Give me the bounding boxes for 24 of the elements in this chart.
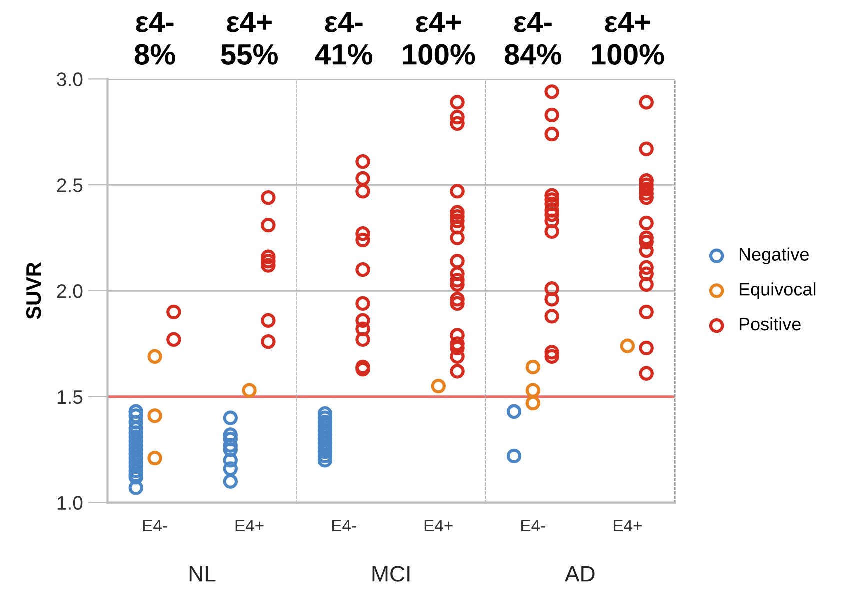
y-tick-label: 2.5 <box>57 178 83 192</box>
legend-label: Positive <box>740 317 801 331</box>
text: ε4- 8% <box>134 12 176 65</box>
y-tick-label: 3.0 <box>57 72 83 86</box>
x-axis-title: NL <box>190 566 216 582</box>
text: ε4+ 100% <box>592 12 664 65</box>
text: ε4+ 55% <box>221 12 278 65</box>
text: ε4+ 100% <box>403 12 476 65</box>
x-tick-label: E4+ <box>614 520 642 532</box>
legend-label: Equivocal <box>740 282 816 300</box>
y-tick-label: 2.0 <box>57 284 83 298</box>
text: ε4- 84% <box>504 12 562 65</box>
x-tick-label: E4- <box>522 520 546 532</box>
x-axis-title: AD <box>565 566 595 582</box>
y-tick-label: 1.5 <box>58 390 83 404</box>
legend-label: Negative <box>740 248 809 265</box>
x-tick-label: E4+ <box>424 520 453 532</box>
x-tick-label: E4- <box>332 520 356 532</box>
x-axis-title: MCI <box>372 566 410 582</box>
y-tick-label: 1.0 <box>58 496 83 510</box>
y-axis-title: SUVR <box>26 262 42 320</box>
x-tick-label: E4- <box>143 520 168 532</box>
x-tick-label: E4+ <box>236 520 264 532</box>
text: ε4- 41% <box>315 12 372 65</box>
